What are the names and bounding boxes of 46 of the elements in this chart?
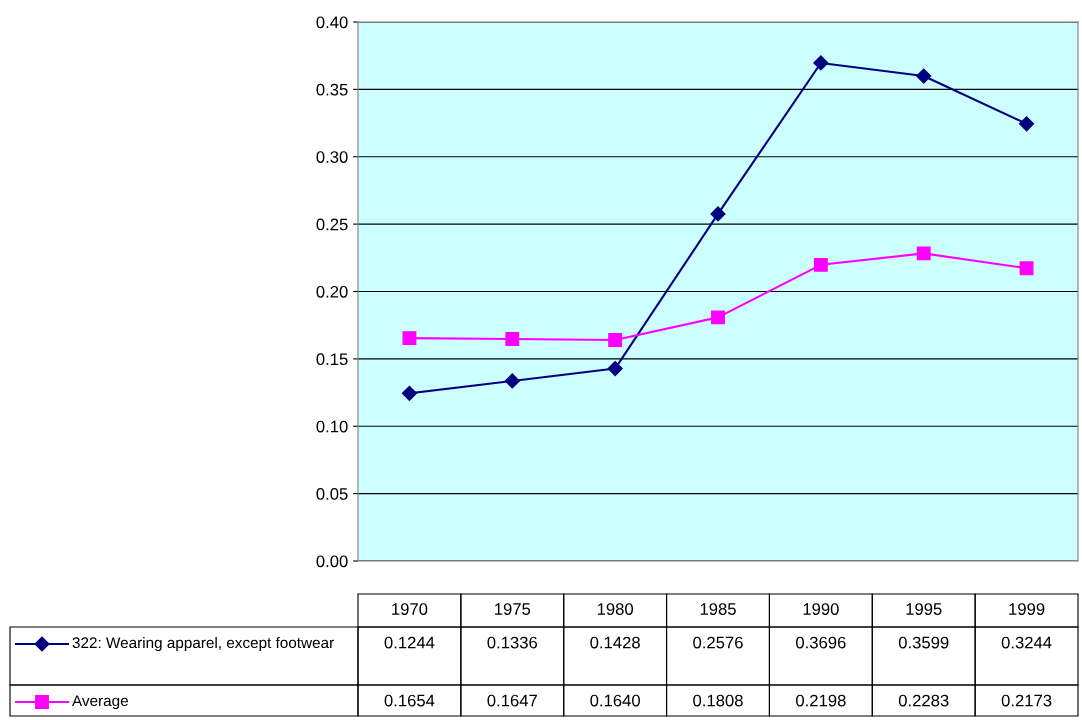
data-label: 0.1647 [487, 694, 537, 707]
point [813, 55, 829, 71]
data-label: 0.3696 [796, 636, 846, 649]
data-label: 0.2576 [693, 636, 743, 649]
data-label: 0.3599 [898, 636, 949, 649]
point [607, 361, 623, 377]
y-tick-label: 0.35 [316, 83, 348, 96]
point [504, 373, 520, 389]
x-tick-label: 1970 [392, 603, 428, 615]
y-tick-label: 0.20 [316, 285, 348, 298]
point [1019, 116, 1035, 132]
point [608, 333, 623, 347]
point [813, 257, 828, 272]
data-label: 0.1428 [590, 636, 640, 649]
point [505, 332, 520, 347]
legend-label: Average [72, 695, 128, 710]
data-label: 0.2198 [796, 694, 846, 707]
x-tick-label: 1999 [1009, 603, 1045, 615]
y-tick-label: 0.10 [316, 420, 348, 433]
legend-label: 322: Wearing apparel, except footwear [72, 636, 334, 652]
point [710, 206, 726, 222]
data-label: 0.1654 [384, 694, 435, 707]
point [916, 68, 932, 84]
data-label: 0.2173 [1001, 694, 1052, 707]
data-label: 0.1244 [384, 636, 435, 649]
point [916, 246, 931, 261]
x-tick-label: 1990 [803, 603, 839, 615]
data-label: 0.1808 [693, 694, 743, 707]
point [1019, 261, 1034, 276]
data-label: 0.2283 [898, 694, 949, 707]
y-tick-label: 0.40 [316, 16, 348, 29]
point [401, 385, 417, 401]
data-label: 0.1336 [487, 636, 538, 649]
data-label: 0.1640 [590, 694, 640, 707]
x-tick-label: 1975 [495, 603, 531, 615]
x-tick-label: 1980 [597, 603, 634, 615]
y-tick-label: 0.05 [316, 488, 348, 500]
point [711, 310, 725, 325]
y-tick-label: 0.15 [316, 353, 348, 366]
data-label: 0.3244 [1001, 636, 1052, 649]
point [402, 331, 417, 346]
x-tick-label: 1995 [906, 603, 942, 615]
y-tick-label: 0.25 [316, 218, 348, 231]
y-tick-label: 0.00 [316, 555, 348, 568]
y-tick-label: 0.30 [316, 151, 348, 163]
x-tick-label: 1985 [700, 603, 736, 615]
